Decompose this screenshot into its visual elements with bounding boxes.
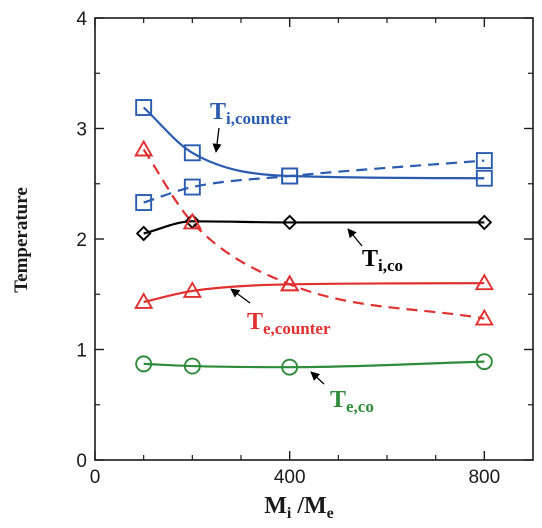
y-tick-label: 3 [76, 120, 87, 141]
x-axis-title-sub-e: e [327, 505, 334, 522]
data-point-square-marker [135, 194, 153, 211]
series-label-te-counter: Te,counter [247, 309, 331, 338]
data-point-triangle-marker [134, 292, 154, 309]
series-label-ti-counter: Ti,counter [210, 99, 291, 128]
series-line-ti-counter [142, 106, 485, 180]
data-point-circle-marker [281, 358, 299, 376]
annotation-arrow [347, 228, 363, 247]
y-tick-label: 2 [76, 230, 87, 251]
data-point-square-marker [475, 169, 493, 187]
series-line-te-co [143, 360, 485, 369]
data-point-circle-marker [183, 357, 201, 375]
x-axis-title: Mi /Me [264, 493, 334, 522]
data-point-triangle-marker [134, 139, 154, 157]
series-line-te-counter [143, 282, 485, 304]
annotation-arrow [310, 371, 325, 385]
y-tick-label: 1 [76, 341, 87, 362]
series-line-ti-co [143, 220, 485, 235]
data-point-square-marker [475, 152, 493, 169]
data-point-diamond-marker [476, 214, 493, 231]
data-point-triangle-marker [474, 273, 494, 291]
series-label-te-co: Te,co [330, 387, 374, 416]
data-point-triangle-marker [474, 308, 494, 326]
series-line-te-dashed [142, 148, 485, 320]
data-point-square-marker [183, 144, 201, 162]
x-tick-label: 400 [274, 467, 306, 488]
series-label-ti-co: Ti,co [362, 246, 403, 275]
plot-area-frame [94, 17, 534, 461]
data-point-circle-marker [135, 355, 153, 373]
x-axis-title-sub-i: i [287, 505, 292, 522]
x-tick-label: 800 [468, 467, 500, 488]
data-point-diamond-marker [281, 214, 298, 231]
annotation-arrow [212, 127, 222, 153]
y-axis-title: Temperature [11, 187, 32, 293]
y-tick-label: 4 [76, 9, 87, 30]
data-point-square-marker [135, 99, 153, 116]
x-axis-title-sep: /M [291, 493, 326, 519]
y-tick-label: 0 [76, 451, 87, 472]
data-point-square-marker [281, 167, 299, 185]
data-point-diamond-marker [135, 225, 152, 242]
series-line-ti-dashed [143, 159, 485, 204]
data-point-triangle-marker [280, 274, 300, 292]
annotation-arrow [230, 288, 251, 304]
x-tick-label: 0 [90, 467, 101, 488]
data-point-triangle-marker [182, 212, 202, 230]
data-point-triangle-marker [182, 281, 202, 298]
data-point-circle-marker [475, 353, 493, 371]
data-point-square-marker [183, 178, 201, 196]
x-axis-title-main: M [264, 493, 287, 519]
